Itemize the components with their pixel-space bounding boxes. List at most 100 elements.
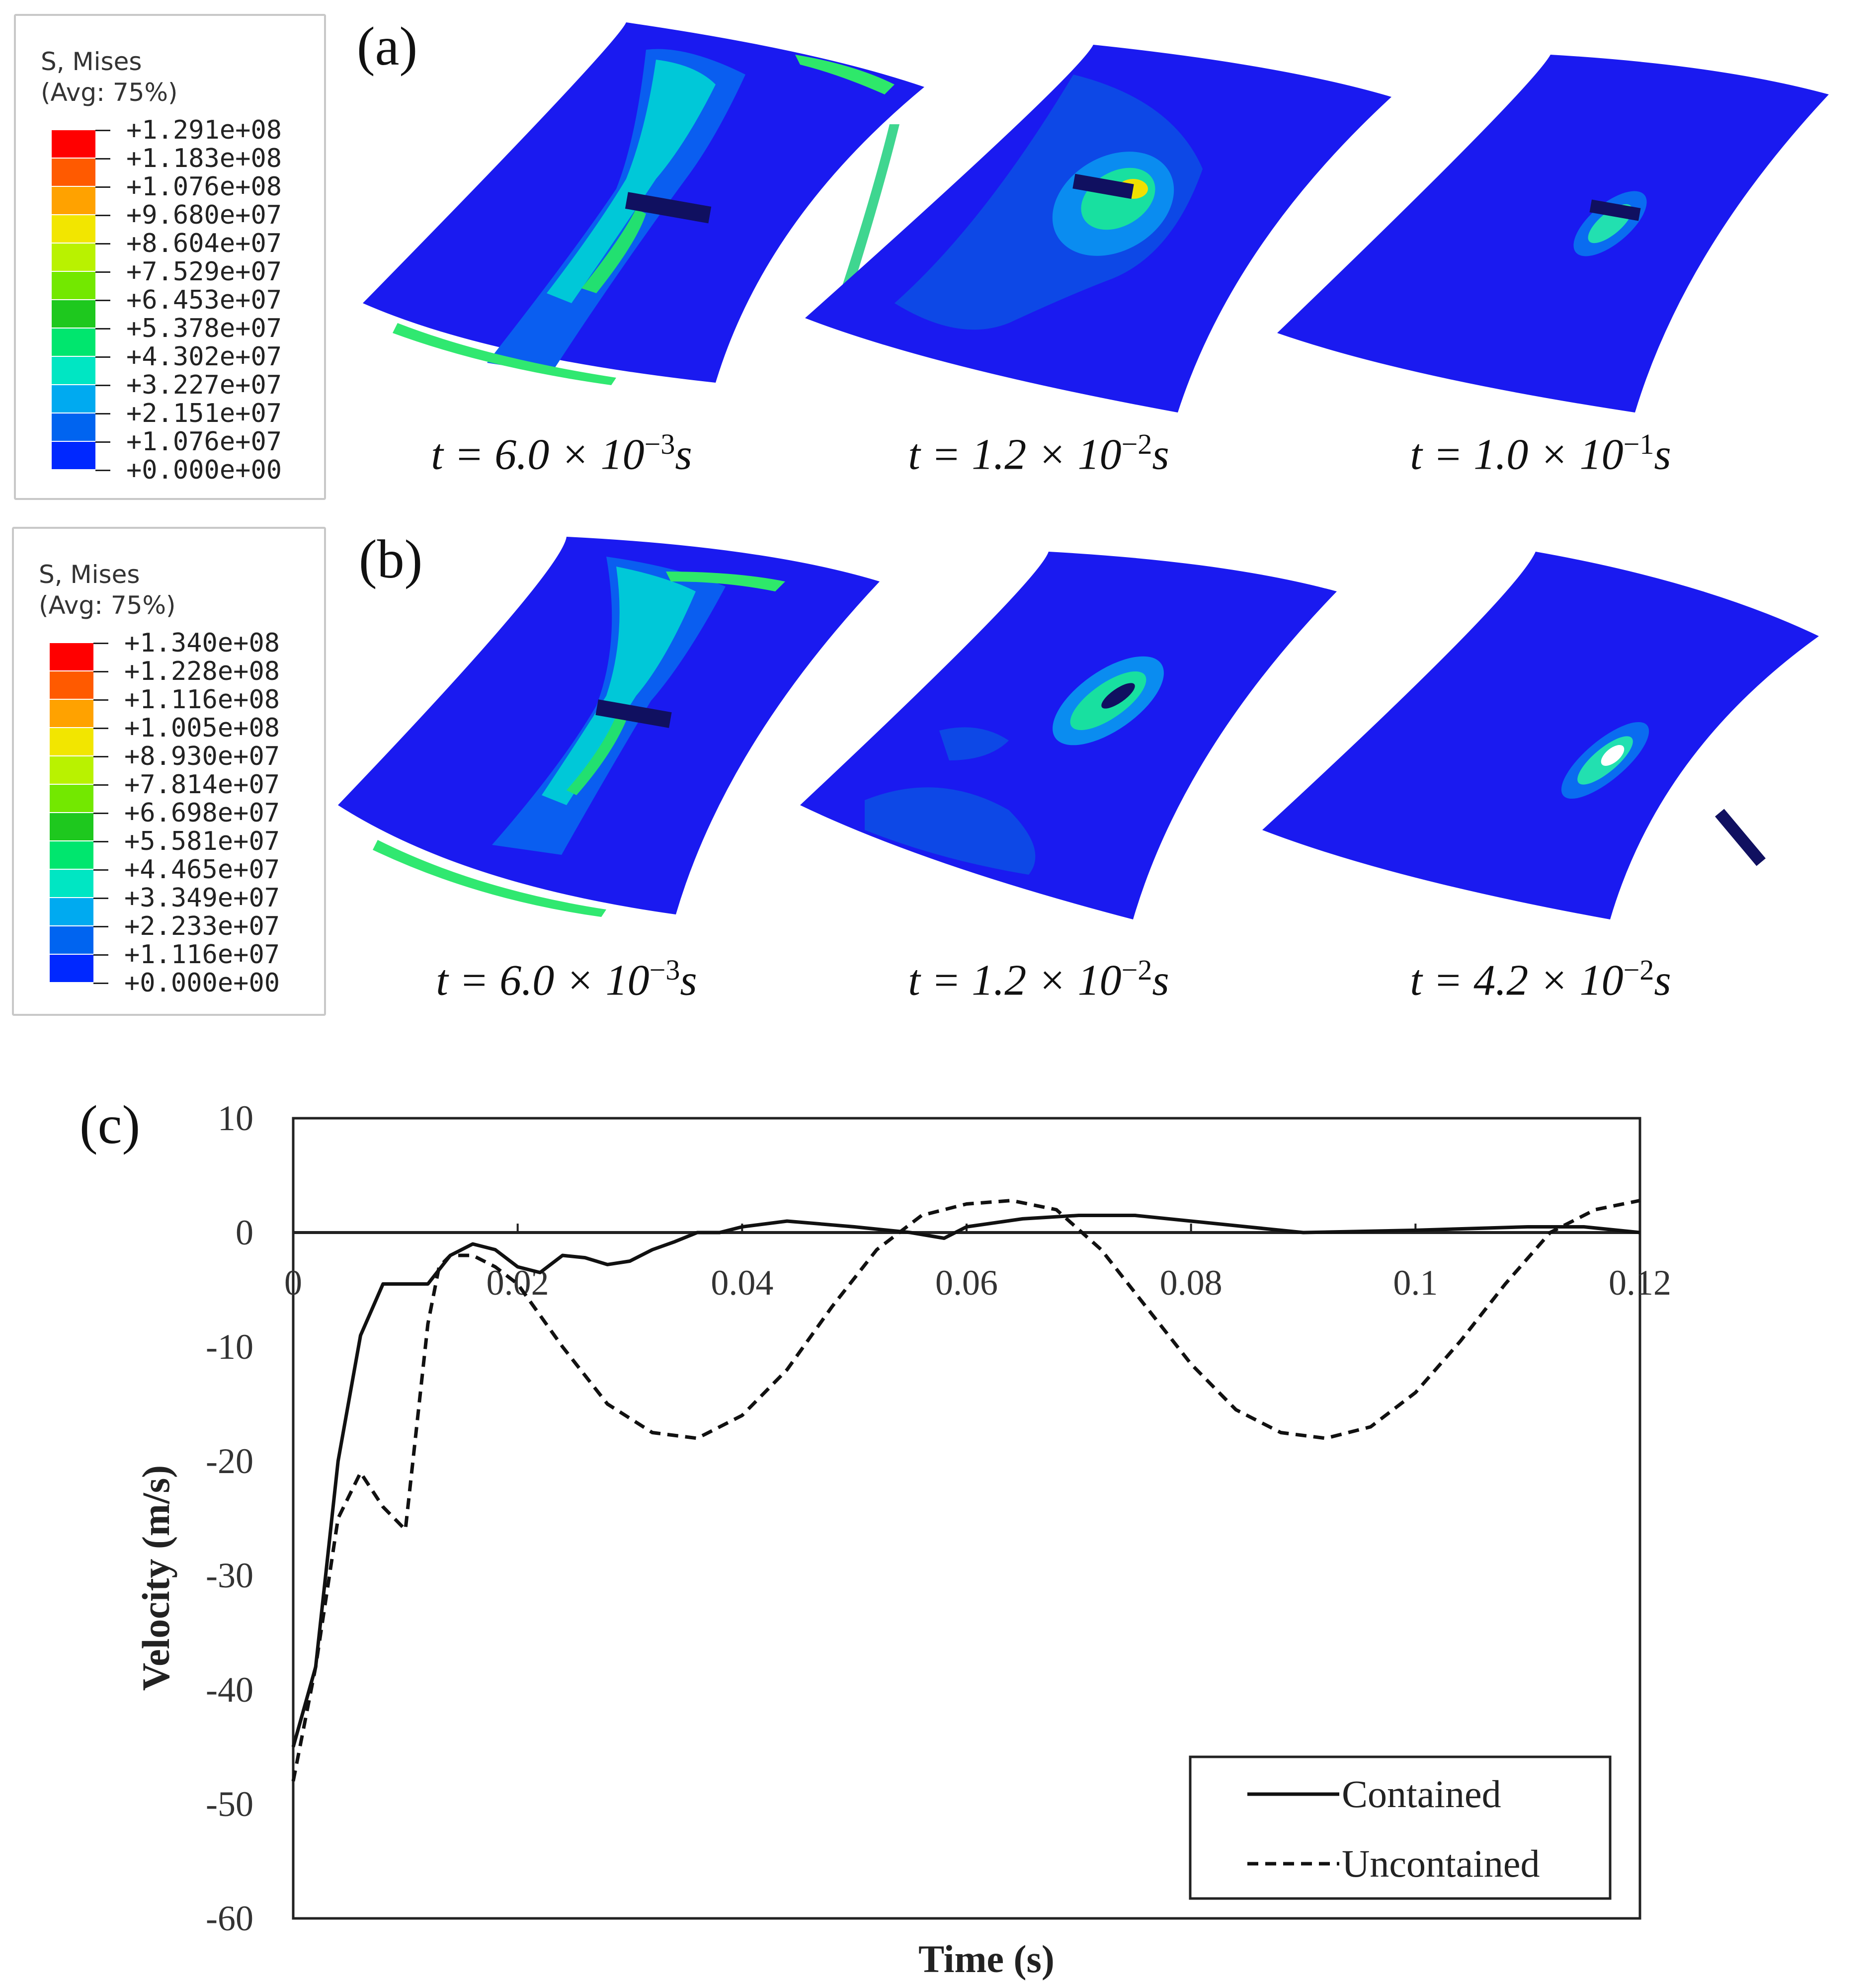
plate-b-3 xyxy=(1262,552,1819,919)
legend-a-tick xyxy=(95,243,110,245)
legend-a-value: +3.227e+07 xyxy=(126,370,282,400)
panel-b-label: (b) xyxy=(359,529,423,589)
caption-b-1: t = 6.0 × 10−3s xyxy=(368,953,765,1005)
legend-a-value: +7.529e+07 xyxy=(126,257,282,287)
legend-b-swatch xyxy=(50,926,93,954)
caption-a-3-text: t = 1.0 × 10 xyxy=(1410,430,1624,479)
caption-b-2-text: t = 1.2 × 10 xyxy=(908,956,1122,1005)
legend-b-value: +1.340e+08 xyxy=(124,628,280,658)
legend-a-swatch xyxy=(52,357,95,384)
legend-a-tick xyxy=(95,385,110,386)
legend-b-tick xyxy=(93,954,108,956)
legend-a-swatch xyxy=(52,130,95,158)
legend-b-tick xyxy=(93,926,108,927)
x-tick-label: 0.1 xyxy=(1393,1263,1438,1303)
caption-a-2: t = 1.2 × 10−2s xyxy=(840,427,1237,480)
y-tick-label: -50 xyxy=(206,1784,253,1824)
legend-b-subtitle: (Avg: 75%) xyxy=(39,591,176,620)
legend-a-value: +1.291e+08 xyxy=(126,115,282,145)
legend-a-tick xyxy=(95,271,110,273)
plot-frame xyxy=(292,1117,1641,1920)
caption-b-2-exp: −2 xyxy=(1121,954,1152,986)
legend-b-tick xyxy=(93,784,108,786)
legend-a-value: +8.604e+07 xyxy=(126,229,282,258)
legend-a-value: +5.378e+07 xyxy=(126,314,282,343)
legend-a-swatch xyxy=(52,300,95,328)
x-tick-label: 0.08 xyxy=(1160,1263,1223,1303)
y-tick-label: -10 xyxy=(206,1327,253,1367)
caption-a-3-exp: −1 xyxy=(1623,428,1654,460)
legend-b-value: +1.005e+08 xyxy=(124,713,280,743)
panel-c-label: (c) xyxy=(80,1094,140,1155)
legend-a-value: +2.151e+07 xyxy=(126,399,282,428)
legend-b-swatch xyxy=(50,643,93,670)
legend-a-tick xyxy=(95,328,110,330)
plate-a-1 xyxy=(363,22,924,385)
y-tick-label: 0 xyxy=(236,1213,253,1252)
caption-b-1-text: t = 6.0 × 10 xyxy=(436,956,650,1005)
legend-b-tick xyxy=(93,643,108,644)
legend-b-tick xyxy=(93,898,108,899)
legend-a-tick xyxy=(95,356,110,358)
legend-b-tick xyxy=(93,728,108,729)
x-tick-label: 0 xyxy=(284,1263,302,1303)
legend-b-tick xyxy=(93,983,108,984)
legend-b-value: +1.228e+08 xyxy=(124,657,280,686)
legend-a-swatch xyxy=(52,385,95,413)
legend-b-tick xyxy=(93,841,108,842)
legend-b-value: +1.116e+07 xyxy=(124,940,280,970)
legend-b-value: +0.000e+00 xyxy=(124,968,280,998)
caption-a-3-unit: s xyxy=(1654,430,1671,479)
caption-b-1-exp: −3 xyxy=(649,954,680,986)
legend-a-tick xyxy=(95,300,110,301)
y-tick-label: -30 xyxy=(206,1556,253,1595)
legend-a-tick xyxy=(95,130,110,131)
legend-b-tick xyxy=(93,671,108,672)
legend-b-swatch xyxy=(50,841,93,869)
legend-a-title: S, Mises xyxy=(41,47,142,76)
legend-a-swatch xyxy=(52,244,95,271)
caption-b-3-unit: s xyxy=(1654,956,1671,1005)
legend-a-subtitle: (Avg: 75%) xyxy=(41,78,178,107)
plate-b-1 xyxy=(338,537,880,917)
legend-a-tick xyxy=(95,186,110,188)
legend-a-swatch xyxy=(52,442,95,469)
legend-b-value: +7.814e+07 xyxy=(124,770,280,800)
legend-a-swatch xyxy=(52,272,95,299)
plate-a-2 xyxy=(805,45,1391,413)
legend-a-tick xyxy=(95,470,110,471)
legend-a-value: +1.076e+07 xyxy=(126,427,282,457)
caption-b-3-text: t = 4.2 × 10 xyxy=(1410,956,1624,1005)
legend-b-swatch xyxy=(50,700,93,727)
caption-a-1: t = 6.0 × 10−3s xyxy=(363,427,760,480)
x-axis-label: Time (s) xyxy=(918,1937,1055,1981)
legend-a-value: +1.183e+08 xyxy=(126,144,282,173)
caption-b-3-exp: −2 xyxy=(1623,954,1654,986)
legend-a-swatch xyxy=(52,187,95,214)
caption-a-1-exp: −3 xyxy=(644,428,675,460)
caption-a-2-exp: −2 xyxy=(1121,428,1152,460)
caption-b-2: t = 1.2 × 10−2s xyxy=(840,953,1237,1005)
legend-b-swatch xyxy=(50,955,93,982)
legend-a-value: +1.076e+08 xyxy=(126,172,282,202)
legend-b-tick xyxy=(93,869,108,871)
legend-b-tick xyxy=(93,813,108,814)
legend-b-swatch xyxy=(50,671,93,699)
legend-a-value: +4.302e+07 xyxy=(126,342,282,372)
legend-b-swatch xyxy=(50,785,93,812)
legend-b-value: +6.698e+07 xyxy=(124,798,280,828)
legend-a: S, Mises (Avg: 75%) +1.291e+08 +1.183e+08… xyxy=(14,14,326,500)
plate-a-3 xyxy=(1277,55,1829,413)
legend-a-value: +9.680e+07 xyxy=(126,200,282,230)
legend-a-value: +6.453e+07 xyxy=(126,285,282,315)
legend-b-swatch xyxy=(50,898,93,925)
x-tick-label: 0.12 xyxy=(1609,1263,1671,1303)
caption-b-1-unit: s xyxy=(680,956,697,1005)
y-tick-label: -40 xyxy=(206,1670,253,1710)
caption-a-2-unit: s xyxy=(1152,430,1169,479)
legend-a-value: +0.000e+00 xyxy=(126,455,282,485)
chart-legend-label: Contained xyxy=(1342,1772,1501,1816)
series-line-contained xyxy=(291,1214,1640,1747)
legend-a-tick xyxy=(95,441,110,443)
series-line-uncontained xyxy=(291,1199,1640,1782)
